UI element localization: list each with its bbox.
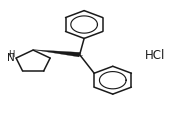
Text: N: N — [7, 53, 15, 63]
Text: H: H — [8, 49, 14, 58]
Text: HCl: HCl — [145, 49, 165, 62]
Polygon shape — [33, 50, 80, 58]
